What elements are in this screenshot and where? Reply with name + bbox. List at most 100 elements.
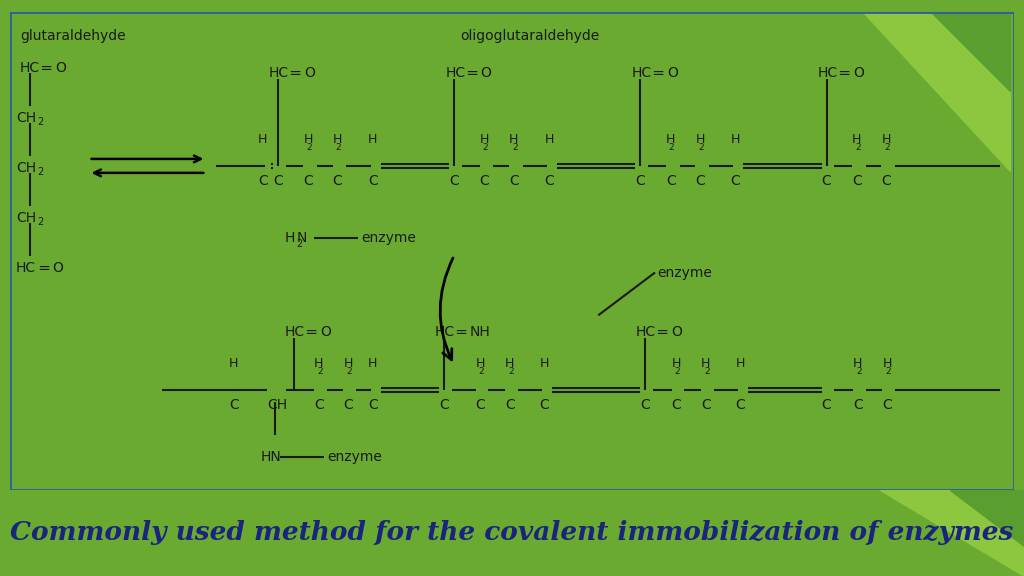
Text: 2: 2	[336, 143, 341, 152]
Text: O: O	[55, 61, 67, 75]
Text: 2: 2	[705, 367, 710, 376]
Text: H: H	[368, 357, 377, 370]
Text: H: H	[314, 357, 324, 370]
Text: H: H	[479, 133, 489, 146]
Text: 2: 2	[512, 143, 517, 152]
Text: C: C	[666, 174, 676, 188]
Text: CH: CH	[267, 398, 287, 412]
Text: H: H	[343, 357, 353, 370]
Text: C: C	[476, 398, 485, 412]
Text: C: C	[333, 174, 342, 188]
Text: CH: CH	[16, 111, 36, 125]
Text: C: C	[701, 398, 711, 412]
Text: H: H	[883, 357, 892, 370]
Text: ═: ═	[291, 66, 300, 81]
Text: oligoglutaraldehyde: oligoglutaraldehyde	[460, 29, 599, 43]
Text: C: C	[439, 398, 450, 412]
Text: C: C	[853, 398, 863, 412]
Text: 2: 2	[38, 117, 44, 127]
Text: H: H	[476, 357, 485, 370]
Text: ═: ═	[467, 66, 476, 81]
Text: C: C	[509, 174, 519, 188]
Polygon shape	[863, 12, 1010, 171]
Text: 2: 2	[669, 143, 675, 152]
Text: O: O	[853, 66, 864, 80]
Text: 2: 2	[675, 367, 680, 376]
Text: C: C	[882, 174, 891, 188]
Text: H: H	[735, 357, 744, 370]
Text: C: C	[545, 174, 554, 188]
Text: HC: HC	[20, 61, 40, 75]
Text: O: O	[480, 66, 492, 80]
Text: H: H	[730, 133, 740, 146]
Text: 2: 2	[482, 143, 488, 152]
Text: 2: 2	[346, 367, 352, 376]
Text: C: C	[640, 398, 650, 412]
Text: enzyme: enzyme	[657, 266, 712, 279]
Text: ═: ═	[42, 61, 51, 76]
Text: 2: 2	[886, 367, 891, 376]
Text: 2: 2	[698, 143, 703, 152]
Text: ═: ═	[840, 66, 849, 81]
Text: HC: HC	[632, 66, 651, 80]
Text: 2: 2	[296, 238, 303, 249]
Text: 2: 2	[306, 143, 312, 152]
Text: 2: 2	[38, 217, 44, 227]
Text: NH: NH	[470, 325, 490, 339]
Text: H: H	[333, 133, 342, 146]
Text: HC: HC	[16, 260, 36, 275]
Text: H: H	[672, 357, 681, 370]
Text: H: H	[695, 133, 705, 146]
Text: C: C	[368, 174, 378, 188]
Text: H: H	[701, 357, 711, 370]
Text: HC: HC	[445, 66, 466, 80]
Text: HC: HC	[636, 325, 655, 339]
Text: H: H	[228, 357, 239, 370]
Text: 2: 2	[856, 367, 861, 376]
Text: C: C	[735, 398, 745, 412]
Text: HC: HC	[269, 66, 289, 80]
Text: H: H	[852, 133, 861, 146]
Text: ═: ═	[39, 260, 48, 275]
Text: C: C	[695, 174, 705, 188]
Text: ═: ═	[657, 325, 667, 340]
Text: C: C	[303, 174, 313, 188]
Text: O: O	[667, 66, 678, 80]
Text: C: C	[821, 174, 831, 188]
Text: 2: 2	[478, 367, 484, 376]
Text: O: O	[304, 66, 315, 80]
Polygon shape	[880, 490, 1024, 576]
Text: enzyme: enzyme	[361, 230, 416, 245]
Text: C: C	[368, 398, 378, 412]
Text: CH: CH	[16, 211, 36, 225]
Text: H: H	[285, 230, 295, 245]
Text: HN: HN	[260, 450, 281, 464]
Text: C: C	[343, 398, 353, 412]
Text: 2: 2	[508, 367, 514, 376]
Text: CH: CH	[16, 161, 36, 175]
Text: ═: ═	[456, 325, 465, 340]
Text: C: C	[258, 174, 268, 188]
Text: C: C	[450, 174, 459, 188]
Text: C: C	[505, 398, 515, 412]
FancyArrowPatch shape	[440, 258, 453, 360]
Text: C: C	[228, 398, 239, 412]
Text: H: H	[303, 133, 312, 146]
Text: 2: 2	[317, 367, 323, 376]
Text: Commonly used method for the covalent immobilization of enzymes: Commonly used method for the covalent im…	[10, 520, 1014, 545]
Text: H: H	[540, 357, 549, 370]
Text: O: O	[671, 325, 682, 339]
Text: C: C	[272, 174, 283, 188]
Text: 2: 2	[885, 143, 890, 152]
Text: H: H	[509, 133, 518, 146]
Text: O: O	[52, 260, 63, 275]
Polygon shape	[950, 490, 1024, 546]
Text: C: C	[540, 398, 549, 412]
Text: 2: 2	[38, 167, 44, 177]
Text: HC: HC	[285, 325, 305, 339]
Text: C: C	[636, 174, 645, 188]
Text: 2: 2	[855, 143, 860, 152]
Text: HC: HC	[434, 325, 455, 339]
Text: C: C	[852, 174, 862, 188]
Text: H: H	[853, 357, 862, 370]
